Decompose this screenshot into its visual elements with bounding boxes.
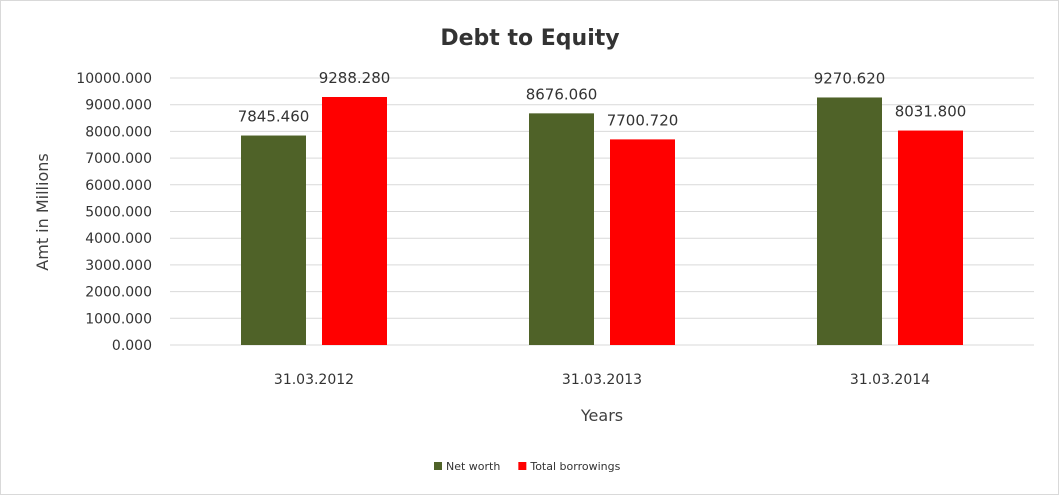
y-tick-label: 0.000	[112, 338, 152, 354]
y-tick-label: 9000.000	[85, 98, 152, 114]
x-tick-label: 31.03.2012	[274, 372, 354, 388]
legend-label: Net worth	[446, 460, 500, 473]
x-tick-label: 31.03.2014	[850, 372, 930, 388]
bar-total-borrowings	[610, 139, 675, 345]
x-axis-label: Years	[580, 406, 623, 425]
legend-swatch	[518, 462, 527, 470]
bars	[241, 97, 963, 345]
x-axis-ticks: 31.03.2012 31.03.2013 31.03.2014	[274, 372, 930, 388]
bar-total-borrowings	[322, 97, 387, 345]
data-label: 9270.620	[814, 69, 886, 87]
bar-total-borrowings	[898, 130, 963, 345]
y-axis-label: Amt in Millions	[33, 153, 52, 270]
data-label: 8676.060	[526, 85, 598, 103]
bar-net-worth	[529, 113, 594, 345]
y-tick-label: 5000.000	[85, 205, 152, 221]
data-label: 9288.280	[319, 69, 391, 87]
y-axis-ticks: 0.000 1000.000 2000.000 3000.000 4000.000 500…	[76, 71, 152, 354]
y-tick-label: 1000.000	[85, 311, 152, 327]
data-label: 8031.800	[895, 103, 967, 121]
x-tick-label: 31.03.2013	[562, 372, 642, 388]
y-tick-label: 7000.000	[85, 151, 152, 167]
data-labels: 7845.460 9288.280 8676.060 7700.720 9270.620…	[238, 69, 967, 129]
data-label: 7700.720	[607, 111, 679, 129]
bar-net-worth	[241, 135, 306, 345]
y-tick-label: 10000.000	[76, 71, 152, 87]
legend: Net worth Total borrowings	[434, 460, 621, 473]
y-tick-label: 2000.000	[85, 285, 152, 301]
bar-net-worth	[817, 97, 882, 345]
data-label: 7845.460	[238, 108, 310, 126]
legend-swatch	[434, 462, 442, 470]
y-tick-label: 4000.000	[85, 231, 152, 247]
chart-title: Debt to Equity	[440, 26, 619, 51]
y-tick-label: 8000.000	[85, 124, 152, 140]
legend-label: Total borrowings	[529, 460, 620, 473]
gridlines	[170, 77, 1034, 346]
y-tick-label: 6000.000	[85, 178, 152, 194]
y-tick-label: 3000.000	[85, 258, 152, 274]
